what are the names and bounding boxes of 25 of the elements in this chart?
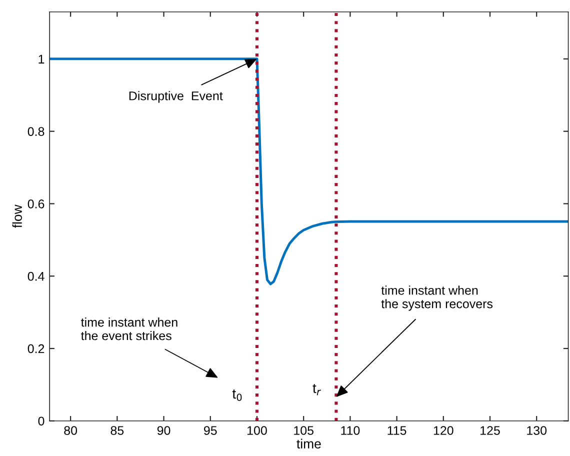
y-tick-label: 0 xyxy=(38,416,44,426)
y-axis-title: flow xyxy=(12,204,22,228)
x-tick-label: 125 xyxy=(480,426,500,435)
x-tick-label: 95 xyxy=(204,426,217,435)
x-axis-title: time xyxy=(296,438,321,448)
x-tick-label: 120 xyxy=(434,426,454,435)
x-tick-label: 85 xyxy=(110,426,124,435)
x-tick-label: 115 xyxy=(388,426,406,435)
ref-line-label: t$_{r}$ xyxy=(312,384,322,396)
annotation: time instant when the system recovers xyxy=(381,286,493,311)
annotation: Disruptive Event xyxy=(129,91,223,103)
x-tick-label: 130 xyxy=(527,426,547,435)
annotation: time instant when the event strikes xyxy=(81,318,178,340)
y-tick-label: 0.8 xyxy=(28,127,44,136)
x-tick-label: 110 xyxy=(341,426,360,435)
y-tick-label: 0.6 xyxy=(28,200,44,208)
x-tick-label: 90 xyxy=(157,426,170,435)
line-series xyxy=(50,58,568,286)
y-tick-label: 0.2 xyxy=(28,344,44,354)
x-tick-label: 105 xyxy=(294,426,314,435)
ref-line-label: t$_{0}$ xyxy=(232,390,242,401)
x-tick-label: 100 xyxy=(248,426,267,435)
x-tick-label: 80 xyxy=(64,426,78,435)
y-tick-label: 1 xyxy=(38,54,44,64)
y-tick-label: 0.4 xyxy=(28,272,44,281)
